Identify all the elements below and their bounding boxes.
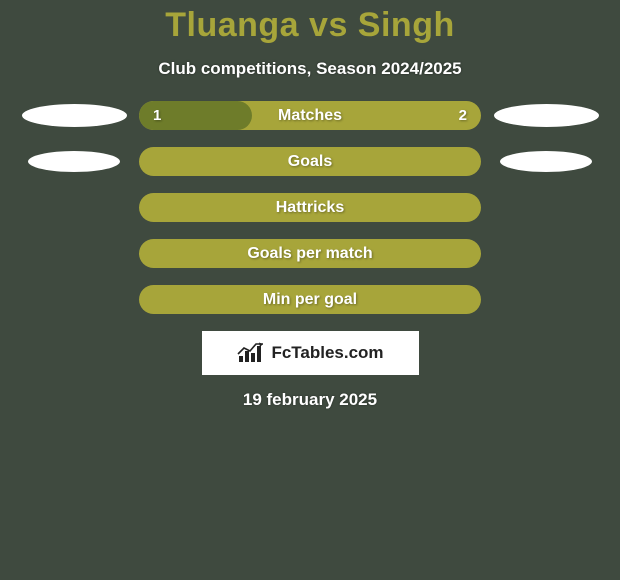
bar-right-value: 2 <box>445 101 481 130</box>
brand-badge: FcTables.com <box>202 331 419 375</box>
bar-label: Goals per match <box>139 245 481 263</box>
left-ellipse <box>28 151 120 172</box>
stat-bar: Min per goal <box>139 285 481 314</box>
right-ellipse <box>500 151 592 172</box>
stat-row: 12Matches <box>0 101 620 130</box>
left-side <box>9 151 139 172</box>
subtitle: Club competitions, Season 2024/2025 <box>0 59 620 79</box>
stat-row: Goals <box>0 147 620 176</box>
bar-label: Hattricks <box>139 199 481 217</box>
stat-bar: 12Matches <box>139 101 481 130</box>
date-label: 19 february 2025 <box>0 390 620 410</box>
stat-row: Hattricks <box>0 193 620 222</box>
brand-text: FcTables.com <box>271 343 383 363</box>
stat-rows: 12MatchesGoalsHattricksGoals per matchMi… <box>0 101 620 314</box>
bar-label: Min per goal <box>139 291 481 309</box>
right-ellipse <box>494 104 599 127</box>
comparison-card: Tluanga vs Singh Club competitions, Seas… <box>0 0 620 580</box>
right-side <box>481 151 611 172</box>
stat-row: Min per goal <box>0 285 620 314</box>
bar-left-value: 1 <box>139 101 175 130</box>
brand-chart-icon <box>236 342 266 364</box>
stat-bar: Goals <box>139 147 481 176</box>
left-ellipse <box>22 104 127 127</box>
stat-bar: Hattricks <box>139 193 481 222</box>
stat-bar: Goals per match <box>139 239 481 268</box>
stat-row: Goals per match <box>0 239 620 268</box>
left-side <box>9 104 139 127</box>
right-side <box>481 104 611 127</box>
page-title: Tluanga vs Singh <box>0 0 620 45</box>
bar-label: Goals <box>139 153 481 171</box>
